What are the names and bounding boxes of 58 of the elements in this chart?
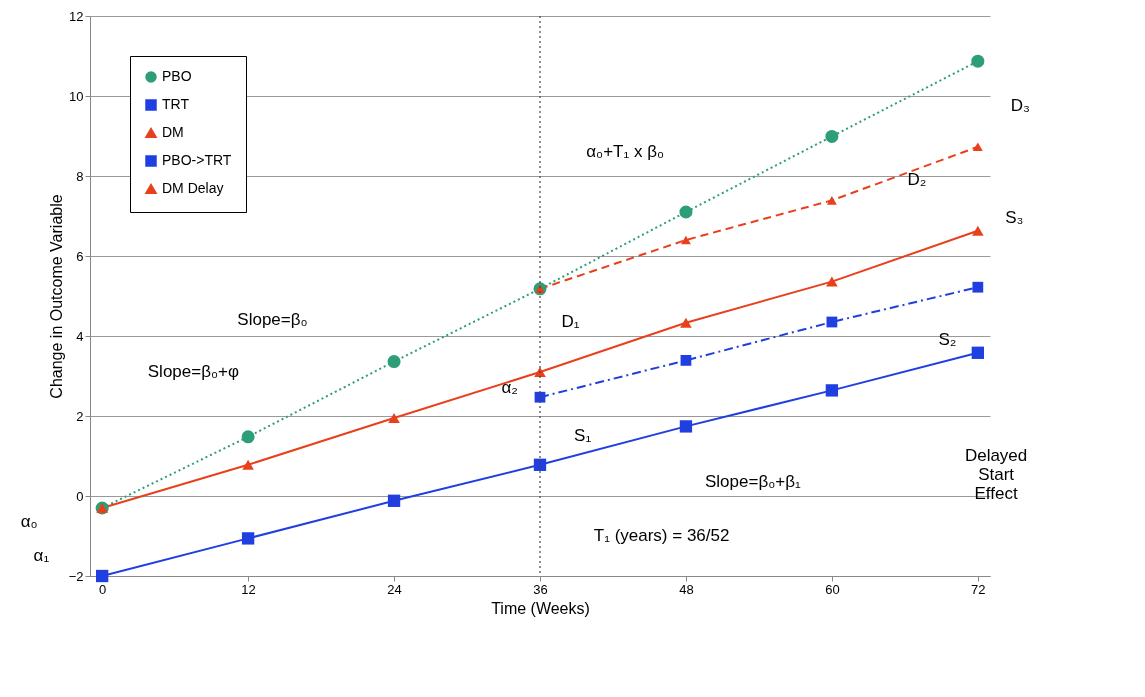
annotation: Slope=β₀+β₁: [704, 472, 801, 491]
x-tick-label: 72: [971, 581, 986, 597]
point: [972, 142, 983, 152]
x-axis-title: Time (Weeks): [491, 599, 590, 617]
text: α₁: [33, 546, 50, 565]
point: [388, 412, 400, 424]
point: [387, 355, 401, 369]
point: [681, 235, 691, 245]
x-tick-label: 36: [533, 581, 548, 597]
point: [96, 569, 109, 583]
x-tick-label: 0: [99, 581, 107, 597]
annotation: Delayed Start Effect: [964, 446, 1028, 503]
annotation: α₂: [501, 378, 518, 397]
point: [241, 532, 255, 545]
annotation: Slope=β₀+φ: [147, 362, 239, 381]
point: [241, 430, 255, 444]
y-tick-label: 0: [76, 488, 84, 504]
point: [679, 205, 693, 219]
x-tick-label: 24: [387, 581, 402, 597]
annotation: T₁ (years) = 36/52: [593, 526, 730, 545]
y-tick-label: −2: [68, 568, 84, 584]
point: [971, 54, 985, 68]
point: [680, 355, 692, 366]
x-tick-label: 60: [825, 581, 840, 597]
point: [387, 494, 401, 507]
point: [825, 384, 839, 397]
point: [971, 346, 984, 359]
legend-label: PBO->TRT: [162, 152, 232, 168]
point: [972, 281, 984, 293]
y-tick-label: 8: [76, 168, 84, 184]
annotation: S₁: [574, 426, 592, 445]
y-tick-label: 12: [69, 8, 84, 24]
annotation: D₂: [907, 170, 927, 189]
annotation: S₂: [938, 330, 957, 349]
legend-label: TRT: [162, 96, 190, 112]
y-tick-label: 10: [69, 88, 84, 104]
text: D₃: [1010, 96, 1031, 115]
text: α₀: [20, 512, 38, 531]
text: S₃: [1005, 208, 1024, 227]
legend-label: PBO: [162, 68, 192, 84]
legend-label: DM Delay: [162, 180, 224, 196]
point: [242, 459, 254, 470]
point: [826, 196, 837, 205]
point: [825, 129, 839, 143]
y-axis-title: Change in Outcome Variable: [47, 194, 65, 399]
point: [680, 317, 692, 328]
annotation: α₀+T₁ x β₀: [586, 142, 664, 161]
point: [826, 276, 838, 287]
annotation: Slope=β₀: [237, 310, 308, 329]
annotation: D₁: [561, 312, 580, 331]
legend-label: DM: [162, 124, 184, 140]
point: [679, 420, 693, 433]
y-tick-label: 6: [76, 248, 84, 264]
x-tick-label: 48: [679, 581, 694, 597]
y-tick-label: 2: [76, 408, 84, 424]
point: [972, 225, 984, 236]
x-tick-label: 12: [241, 581, 256, 597]
y-tick-label: 4: [76, 328, 84, 344]
